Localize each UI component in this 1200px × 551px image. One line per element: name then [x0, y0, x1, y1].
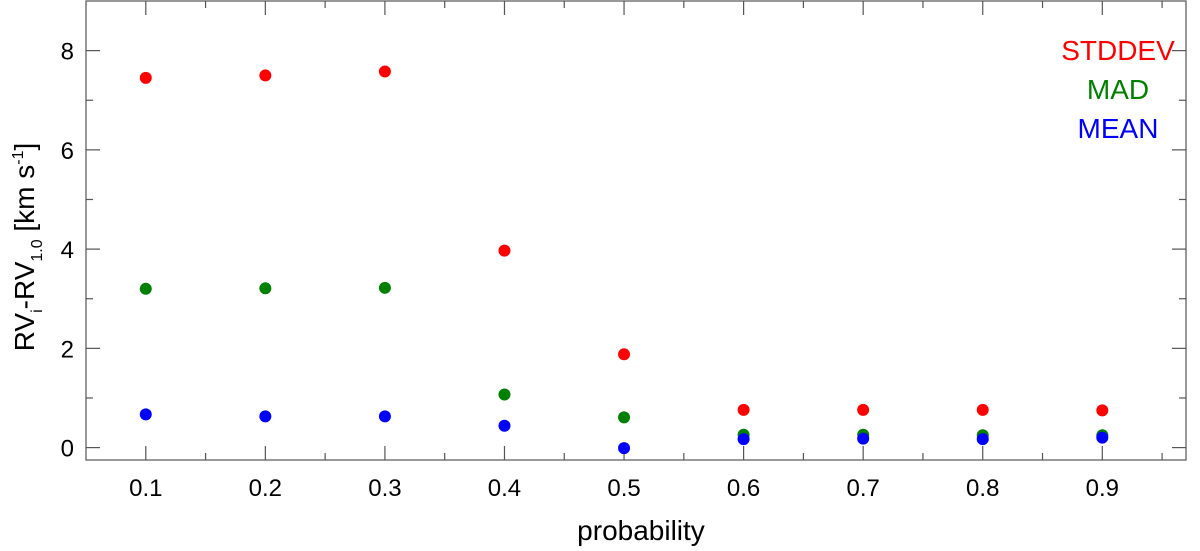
axis-tick-labels: 0.1 0.2 0.3 0.4 0.5 0.6 0.7 0.8 0.9 0 2 4 6 8 — [61, 39, 1119, 502]
y-tick-label: 0 — [61, 436, 74, 463]
data-point-mean — [857, 432, 870, 445]
x-tick-label: 0.9 — [1086, 475, 1119, 502]
data-point-mad — [378, 281, 391, 294]
data-point-stddev — [498, 244, 511, 257]
x-tick-label: 0.3 — [368, 475, 401, 502]
data-point-mean — [259, 410, 272, 423]
plot-border — [85, 0, 1187, 461]
axis-ticks — [86, 1, 1186, 460]
y-axis-label-part: ] — [9, 143, 40, 151]
y-axis-label-part: i — [29, 309, 46, 313]
data-point-mean — [139, 408, 152, 421]
x-tick-label: 0.5 — [607, 475, 640, 502]
y-tick-label: 8 — [61, 39, 74, 66]
data-point-stddev — [737, 403, 750, 416]
data-point-mean — [1096, 431, 1109, 444]
data-point-mean — [618, 442, 631, 455]
series-mad — [139, 281, 1109, 442]
data-points — [139, 65, 1109, 455]
data-point-stddev — [1096, 404, 1109, 417]
y-axis-label-part: -1 — [10, 150, 27, 164]
x-tick-label: 0.2 — [249, 475, 282, 502]
data-point-stddev — [139, 71, 152, 84]
legend-entry-stddev: STDDEV — [1061, 35, 1175, 66]
y-axis-label-part: [km s — [9, 165, 40, 240]
x-tick-label: 0.7 — [846, 475, 879, 502]
data-point-mad — [498, 388, 511, 401]
x-tick-label: 0.8 — [966, 475, 999, 502]
y-tick-label: 4 — [61, 237, 74, 264]
data-point-stddev — [857, 403, 870, 416]
legend: STDDEV MAD MEAN — [1061, 35, 1175, 144]
x-tick-label: 0.4 — [488, 475, 521, 502]
data-point-stddev — [618, 348, 631, 361]
y-axis-label-part: 1.0 — [29, 239, 46, 261]
y-axis-label-part: -RV — [9, 261, 40, 309]
data-point-stddev — [378, 65, 391, 78]
data-point-mad — [259, 282, 272, 295]
series-mean — [139, 408, 1109, 455]
legend-entry-mad: MAD — [1087, 74, 1149, 105]
y-tick-label: 2 — [61, 336, 74, 363]
data-point-mean — [498, 419, 511, 432]
data-point-mean — [976, 433, 989, 446]
y-axis-label-part: RV — [9, 313, 40, 352]
data-point-stddev — [976, 403, 989, 416]
data-point-mean — [378, 410, 391, 423]
series-stddev — [139, 65, 1109, 417]
y-tick-label: 6 — [61, 138, 74, 165]
y-axis-label: RVi-RV1.0 [km s-1] — [9, 143, 46, 352]
data-point-mean — [737, 433, 750, 446]
x-tick-label: 0.1 — [129, 475, 162, 502]
data-point-mad — [618, 411, 631, 424]
legend-entry-mean: MEAN — [1078, 113, 1159, 144]
data-point-mad — [139, 282, 152, 295]
data-point-stddev — [259, 69, 272, 82]
plot-frame — [85, 0, 1187, 461]
x-axis-label: probability — [577, 515, 705, 546]
x-tick-label: 0.6 — [727, 475, 760, 502]
